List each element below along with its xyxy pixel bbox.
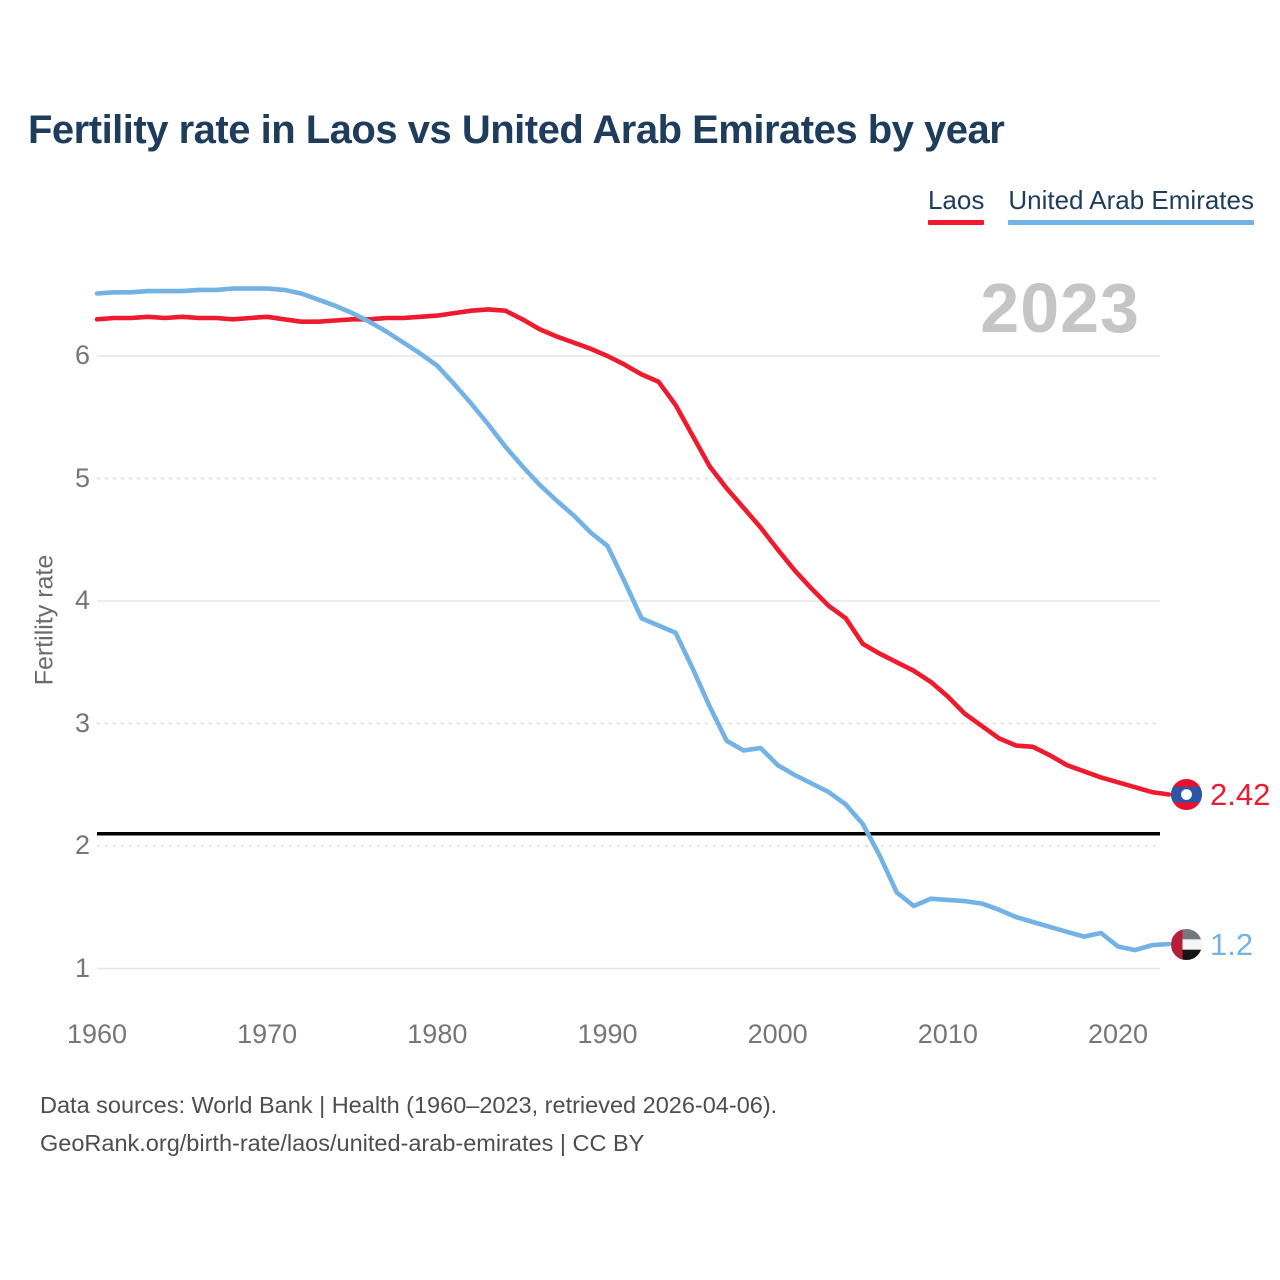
uae-end-label: 1.2 xyxy=(1171,926,1254,962)
laos-end-label: 2.42 xyxy=(1171,777,1271,813)
laos-end-value: 2.42 xyxy=(1210,777,1271,813)
united-arab-emirates-line xyxy=(94,286,1172,953)
legend-underline-laos xyxy=(927,220,985,225)
laos-flag-icon xyxy=(1171,779,1202,811)
x-tick-label-1970: 1970 xyxy=(237,1019,298,1049)
y-axis-title: Fertility rate xyxy=(30,554,59,686)
x-tick-label-1990: 1990 xyxy=(577,1019,638,1049)
y-tick-label-6: 6 xyxy=(74,340,90,370)
x-tick-label-2000: 2000 xyxy=(747,1019,808,1049)
y-tick-label-3: 3 xyxy=(74,707,90,738)
legend-item-laos[interactable]: Laos xyxy=(927,185,985,225)
legend-label-united-arab-emirates: United Arab Emirates xyxy=(1008,185,1254,215)
uae-flag-icon xyxy=(1171,928,1202,960)
legend-label-laos: Laos xyxy=(927,185,985,215)
footer-sources-line: Data sources: World Bank | Health (1960–… xyxy=(40,1092,778,1118)
x-tick-label-1980: 1980 xyxy=(407,1019,468,1049)
chart-title: Fertility rate in Laos vs United Arab Em… xyxy=(28,108,1005,152)
x-tick-label-1960: 1960 xyxy=(66,1019,128,1049)
footer-attribution-line: GeoRank.org/birth-rate/laos/united-arab-… xyxy=(40,1130,645,1156)
x-tick-label-2020: 2020 xyxy=(1087,1019,1149,1049)
legend: Laos United Arab Emirates xyxy=(927,185,1254,225)
y-tick-label-2: 2 xyxy=(74,830,90,860)
legend-underline-united-arab-emirates xyxy=(1008,220,1254,225)
year-watermark: 2023 xyxy=(980,269,1140,347)
y-tick-label-4: 4 xyxy=(74,585,90,615)
y-tick-label-5: 5 xyxy=(74,462,90,493)
laos-line xyxy=(94,307,1172,797)
x-tick-label-2010: 2010 xyxy=(917,1019,978,1049)
y-tick-label-1: 1 xyxy=(74,952,90,983)
uae-end-value: 1.2 xyxy=(1210,926,1254,962)
legend-item-united-arab-emirates[interactable]: United Arab Emirates xyxy=(1008,185,1254,225)
footer: Data sources: World Bank | Health (1960–… xyxy=(40,1086,777,1162)
